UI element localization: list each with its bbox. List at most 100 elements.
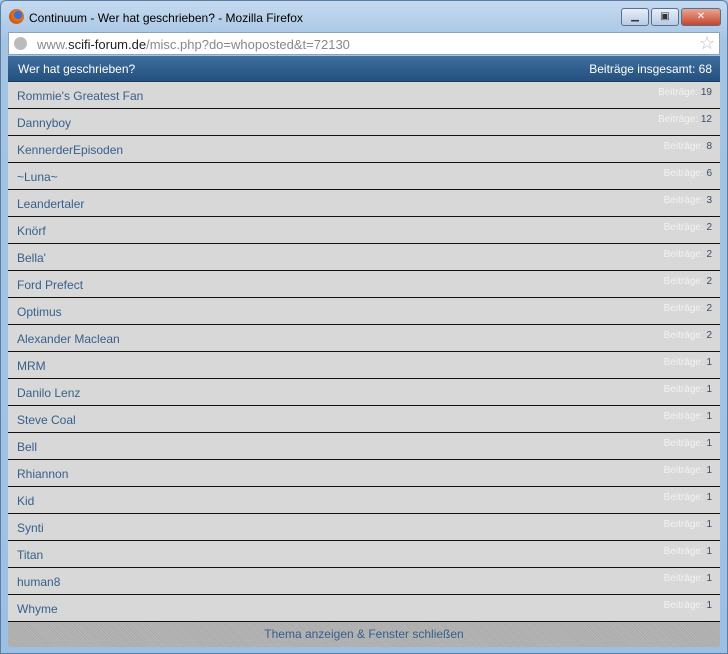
poster-name-link[interactable]: Titan [17,547,44,562]
firefox-icon [9,9,24,24]
post-count: Beiträge: 1 [664,519,712,530]
post-count: Beiträge: 1 [664,573,712,584]
poster-row: Rommie's Greatest Fan Beiträge: 19 [8,82,720,109]
post-count-value: 2 [706,249,712,260]
poster-name-link[interactable]: Alexander Maclean [17,331,120,346]
post-count: Beiträge: 1 [664,492,712,503]
poster-name-link[interactable]: Rhiannon [17,466,69,481]
post-count: Beiträge: 1 [664,465,712,476]
poster-name-link[interactable]: Bell [17,439,38,454]
post-count-label: Beiträge: [663,465,707,476]
post-count-value: 8 [706,141,712,152]
poster-row: Whyme Beiträge: 1 [8,595,720,622]
post-count-value: 6 [706,168,712,179]
poster-name-link[interactable]: Synti [17,520,44,535]
post-count-value: 2 [706,276,712,287]
poster-name-link[interactable]: Bella' [17,250,46,265]
title-bar: Continuum - Wer hat geschrieben? - Mozil… [1,1,727,31]
poster-row: MRM Beiträge: 1 [8,352,720,379]
post-count: Beiträge: 8 [664,141,712,152]
post-count-value: 1 [706,573,712,584]
poster-name-link[interactable]: Steve Coal [17,412,76,427]
post-count-value: 2 [706,330,712,341]
post-count-value: 1 [706,438,712,449]
post-count: Beiträge: 2 [664,303,712,314]
post-count-label: Beiträge: [663,222,707,233]
post-count-label: Beiträge: [663,546,707,557]
post-count: Beiträge: 2 [664,276,712,287]
poster-row: Bell Beiträge: 1 [8,433,720,460]
maximize-button[interactable]: ▣ [651,8,679,26]
minimize-button[interactable]: ▁ [621,8,649,26]
poster-row: Rhiannon Beiträge: 1 [8,460,720,487]
post-count-value: 3 [706,195,712,206]
post-count-value: 1 [706,357,712,368]
poster-name-link[interactable]: Whyme [17,601,58,616]
post-count: Beiträge: 1 [664,546,712,557]
post-count: Beiträge: 1 [664,600,712,611]
poster-row: Kid Beiträge: 1 [8,487,720,514]
post-count-label: Beiträge: [663,384,707,395]
poster-name-link[interactable]: Rommie's Greatest Fan [17,88,144,103]
post-count: Beiträge: 1 [664,438,712,449]
poster-row: ~Luna~ Beiträge: 6 [8,163,720,190]
poster-row: Titan Beiträge: 1 [8,541,720,568]
post-count-label: Beiträge: [663,276,707,287]
poster-row: Bella' Beiträge: 2 [8,244,720,271]
post-count-value: 2 [706,303,712,314]
window-title: Continuum - Wer hat geschrieben? - Mozil… [29,11,303,25]
post-count-label: Beiträge: [663,168,707,179]
panel-header: Wer hat geschrieben? Beiträge insgesamt:… [8,56,720,82]
post-count-label: Beiträge: [663,330,707,341]
poster-row: Knörf Beiträge: 2 [8,217,720,244]
post-count-value: 1 [706,546,712,557]
poster-row: Optimus Beiträge: 2 [8,298,720,325]
total-posts: Beiträge insgesamt: 68 [589,61,712,76]
poster-name-link[interactable]: Knörf [17,223,46,238]
show-thread-close-link[interactable]: Thema anzeigen & Fenster schließen [8,622,720,647]
poster-row: Alexander Maclean Beiträge: 2 [8,325,720,352]
poster-name-link[interactable]: Ford Prefect [17,277,84,292]
poster-name-link[interactable]: Optimus [17,304,62,319]
bookmark-star-icon[interactable]: ☆ [698,33,715,53]
close-button[interactable]: ✕ [681,8,721,26]
post-count-label: Beiträge: [663,438,707,449]
poster-name-link[interactable]: human8 [17,574,61,589]
post-count-label: Beiträge: [663,573,707,584]
poster-row: Leandertaler Beiträge: 3 [8,190,720,217]
post-count-value: 1 [706,411,712,422]
post-count-value: 1 [706,600,712,611]
url-bar[interactable]: www.scifi-forum.de/misc.php?do=whoposted… [8,32,720,55]
post-count: Beiträge: 1 [664,384,712,395]
post-count-label: Beiträge: [663,141,707,152]
post-count: Beiträge: 2 [664,330,712,341]
post-count-label: Beiträge: [663,600,707,611]
poster-name-link[interactable]: Dannyboy [17,115,72,130]
poster-row: Ford Prefect Beiträge: 2 [8,271,720,298]
post-count-label: Beiträge: [663,519,707,530]
poster-row: Synti Beiträge: 1 [8,514,720,541]
post-count-value: 12 [700,114,712,125]
post-count-label: Beiträge: [663,303,707,314]
post-count-value: 1 [706,519,712,530]
poster-name-link[interactable]: ~Luna~ [17,169,58,184]
post-count: Beiträge: 19 [658,87,712,98]
post-count-label: Beiträge: [663,249,707,260]
post-count: Beiträge: 6 [664,168,712,179]
post-count-value: 1 [706,465,712,476]
post-count: Beiträge: 1 [664,357,712,368]
poster-name-link[interactable]: Kid [17,493,35,508]
post-count-label: Beiträge: [663,195,707,206]
globe-icon [14,37,27,50]
poster-name-link[interactable]: Danilo Lenz [17,385,81,400]
post-count-value: 1 [706,384,712,395]
poster-name-link[interactable]: KennerderEpisoden [17,142,124,157]
post-count: Beiträge: 3 [664,195,712,206]
post-count-value: 2 [706,222,712,233]
poster-name-link[interactable]: MRM [17,358,46,373]
post-count-label: Beiträge: [663,492,707,503]
post-count: Beiträge: 12 [658,114,712,125]
post-count: Beiträge: 2 [664,222,712,233]
poster-name-link[interactable]: Leandertaler [17,196,85,211]
